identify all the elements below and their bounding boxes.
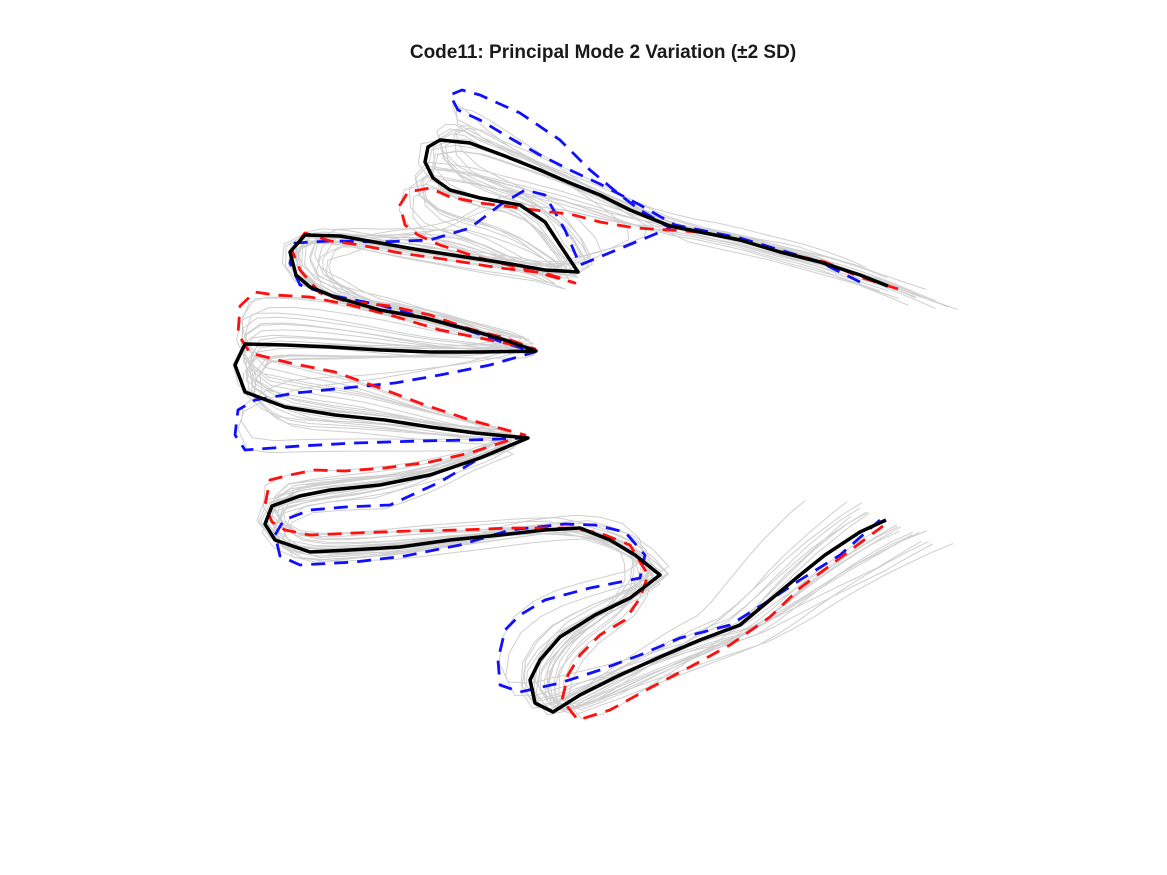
chart-title: Code11: Principal Mode 2 Variation (±2 S…: [410, 42, 796, 63]
sample-curves: [232, 104, 958, 720]
mean-shape-curve: [233, 138, 889, 714]
sample-curve: [240, 104, 936, 696]
sample-curve: [259, 127, 870, 710]
sample-curve: [246, 138, 927, 700]
sample-curve: [237, 107, 922, 684]
mode-curves: [233, 88, 899, 722]
sample-curve: [244, 176, 927, 711]
sample-curve: [232, 139, 916, 716]
plus-2sd-curve: [233, 88, 881, 694]
sample-curve: [253, 133, 823, 700]
sample-curve: [245, 130, 866, 709]
